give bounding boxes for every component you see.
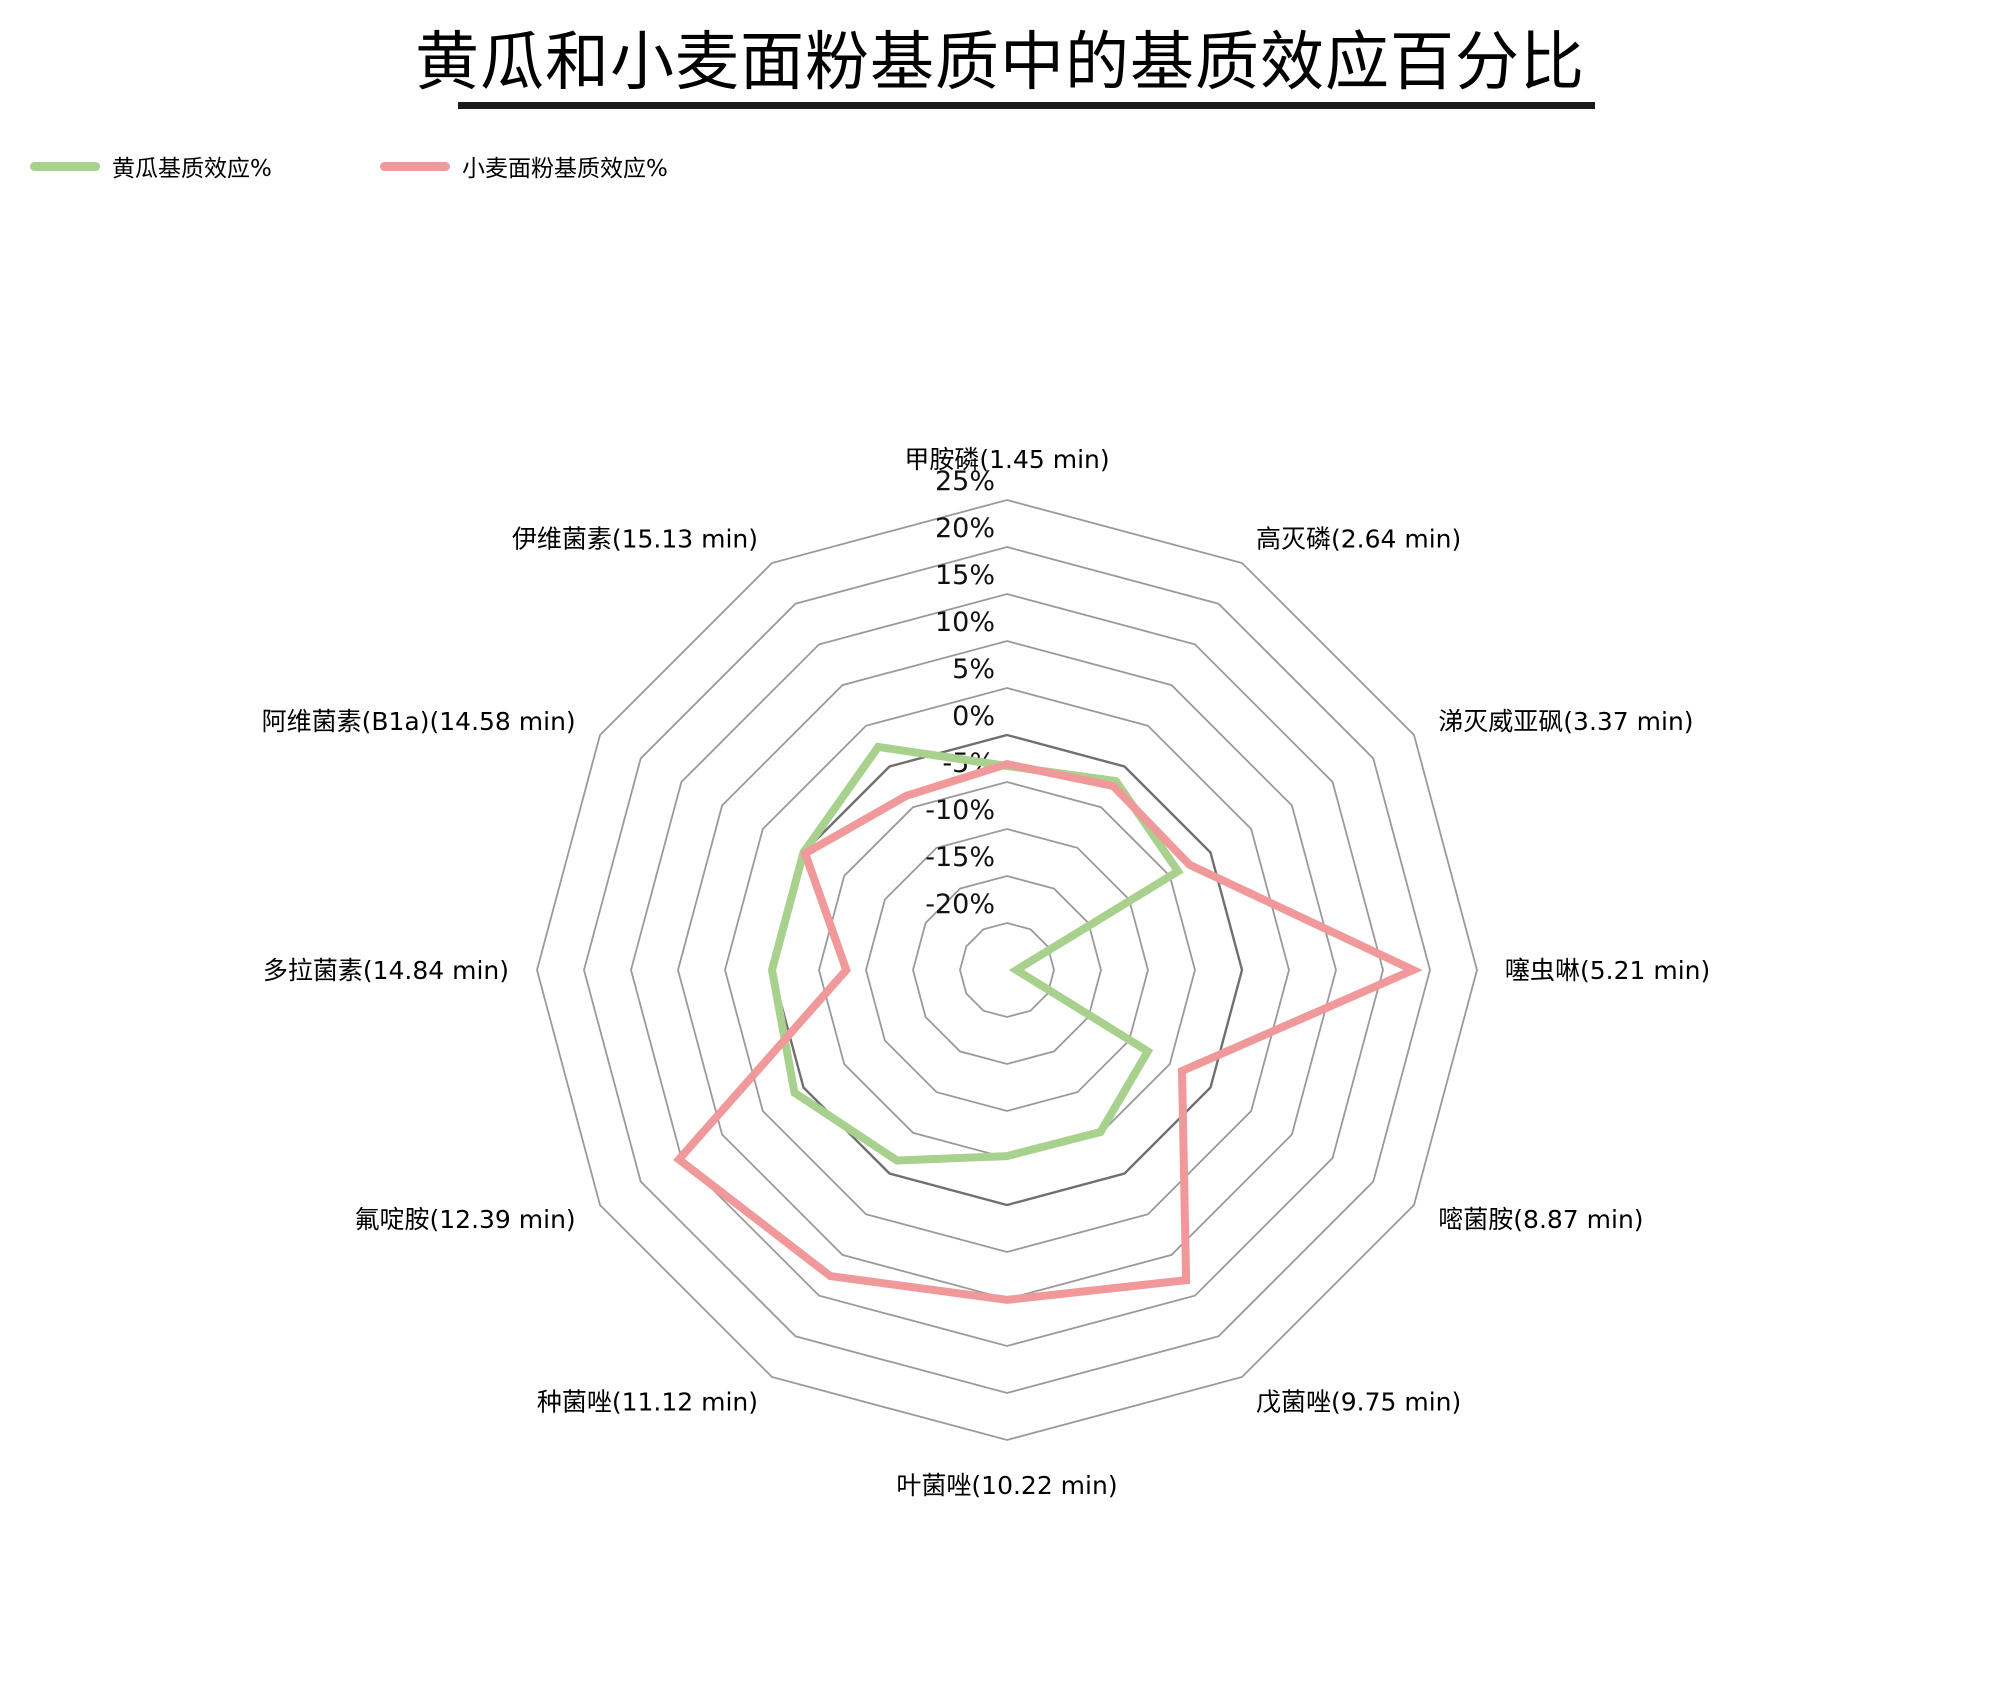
legend-swatch-cucumber	[30, 161, 100, 171]
tick-label: -15%	[925, 842, 995, 873]
axis-label: 嘧菌胺(8.87 min)	[1438, 1205, 1643, 1234]
legend-item-wheat-flour[interactable]: 小麦面粉基质效应%	[380, 150, 668, 182]
legend-label-wheat-flour: 小麦面粉基质效应%	[462, 156, 668, 182]
tick-labels: -20%-15%-10%-5%0%5%10%15%20%25%	[925, 466, 995, 920]
gridline-25	[536, 499, 1478, 1441]
axis-label: 种菌唑(11.12 min)	[537, 1387, 758, 1416]
axis-labels: 甲胺磷(1.45 min) 高灭磷(2.64 min) 涕灭威亚砜(3.37 min…	[262, 445, 1711, 1500]
tick-label: 0%	[952, 701, 995, 732]
gridline-10	[677, 640, 1337, 1300]
tick-label: 15%	[935, 560, 995, 591]
gridline--5	[818, 781, 1196, 1159]
axis-label: 阿维菌素(B1a)(14.58 min)	[262, 707, 576, 736]
legend-label-cucumber: 黄瓜基质效应%	[112, 156, 272, 182]
legend-item-cucumber[interactable]: 黄瓜基质效应%	[30, 150, 272, 182]
tick-label: 5%	[952, 654, 995, 685]
tick-label: -10%	[925, 795, 995, 826]
gridline-20	[583, 546, 1431, 1394]
title-underline	[458, 102, 1595, 109]
tick-label: 25%	[935, 466, 995, 497]
chart-title: 黄瓜和小麦面粉基质中的基质效应百分比	[415, 26, 1585, 100]
gridline-5	[724, 687, 1290, 1253]
tick-label: -20%	[925, 889, 995, 920]
axis-label: 叶菌唑(10.22 min)	[896, 1471, 1117, 1500]
axis-label: 涕灭威亚砜(3.37 min)	[1438, 707, 1693, 736]
axis-label: 噻虫啉(5.21 min)	[1505, 956, 1710, 985]
tick-label: 10%	[935, 607, 995, 638]
tick-label: 20%	[935, 513, 995, 544]
axis-label: 氟啶胺(12.39 min)	[355, 1205, 576, 1234]
axis-label: 甲胺磷(1.45 min)	[904, 445, 1109, 474]
gridline--10	[865, 828, 1149, 1112]
gridline--20	[959, 922, 1055, 1018]
axis-label: 戊菌唑(9.75 min)	[1256, 1387, 1461, 1416]
axis-label: 多拉菌素(14.84 min)	[263, 956, 509, 985]
axis-label: 伊维菌素(15.13 min)	[512, 525, 758, 554]
axis-label: 高灭磷(2.64 min)	[1256, 525, 1461, 554]
gridline-15	[630, 593, 1384, 1347]
legend-swatch-wheat-flour	[380, 161, 450, 171]
